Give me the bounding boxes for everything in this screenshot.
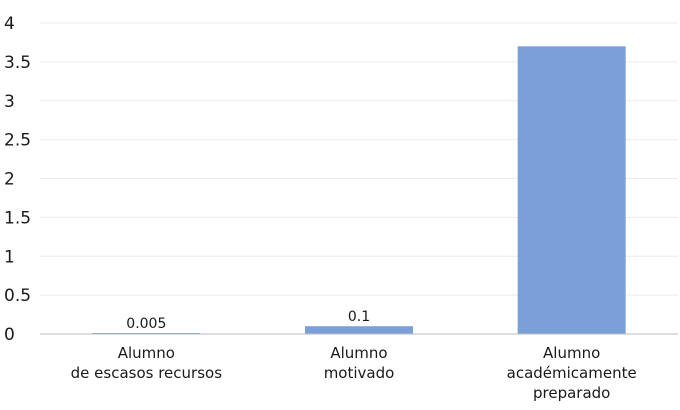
- y-axis: 0 0.5 1 1.5 2 2.5 3 3.5 4: [4, 14, 31, 345]
- bars: [92, 46, 626, 334]
- data-labels: 0.005 0.1: [126, 309, 370, 332]
- x-tick-label: académicamente: [507, 364, 637, 382]
- y-tick-label: 1: [4, 247, 15, 267]
- x-axis: Alumno de escasos recursos Alumno motivado A…: [40, 333, 678, 402]
- bar: [517, 46, 626, 334]
- y-tick-label: 0: [4, 325, 15, 345]
- y-tick-label: 0.5: [4, 286, 31, 306]
- y-tick-label: 2.5: [4, 131, 31, 151]
- data-label: 0.005: [126, 316, 166, 332]
- grid-lines: [40, 22, 678, 296]
- y-tick-label: 2: [4, 170, 15, 190]
- y-tick-label: 3: [4, 92, 15, 112]
- y-tick-label: 1.5: [4, 208, 31, 228]
- y-tick-label: 3.5: [4, 53, 31, 73]
- bar: [305, 326, 413, 334]
- data-label: 0.1: [348, 309, 370, 325]
- x-tick-label: Alumno: [118, 344, 175, 362]
- x-tick-label: Alumno: [330, 344, 387, 362]
- y-tick-label: 4: [4, 14, 15, 34]
- x-tick-label: motivado: [324, 364, 395, 382]
- x-tick-label: Alumno: [543, 344, 600, 362]
- x-tick-label: de escasos recursos: [71, 364, 223, 382]
- x-tick-label: preparado: [533, 384, 610, 402]
